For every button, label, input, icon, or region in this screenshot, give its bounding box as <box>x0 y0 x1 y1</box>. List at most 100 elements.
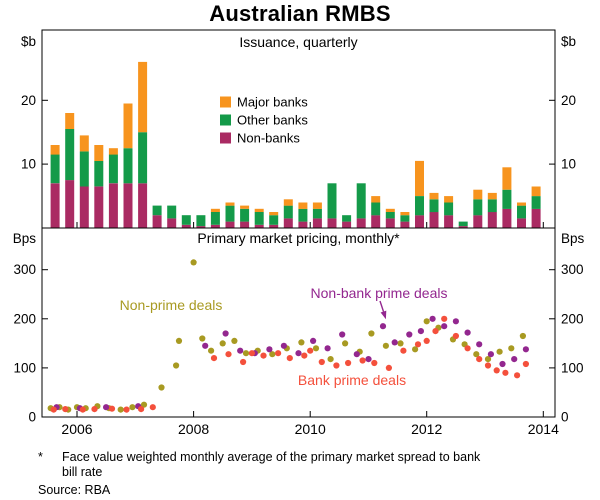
svg-text:20: 20 <box>21 93 36 108</box>
scatter-point <box>219 340 226 347</box>
scatter-point <box>260 352 267 359</box>
bar-segment <box>473 215 483 228</box>
bar-segment <box>50 183 60 228</box>
scatter-point <box>175 337 183 344</box>
scatter-point <box>519 332 527 340</box>
footnotes: * Face value weighted monthly average of… <box>38 450 583 498</box>
scatter-point <box>298 339 305 346</box>
scatter-point <box>379 323 387 330</box>
scatter-point <box>333 362 340 369</box>
scatter-point <box>487 351 494 358</box>
scatter-point <box>499 360 506 368</box>
scatter-point <box>452 318 459 325</box>
scatter-point <box>79 406 86 413</box>
bar-segment <box>531 208 541 228</box>
bar-segment <box>210 212 220 225</box>
bar-segment <box>181 215 191 225</box>
scatter-point <box>400 347 407 354</box>
scatter-point <box>242 350 250 357</box>
svg-text:300: 300 <box>561 262 584 277</box>
footnote-text: Face value weighted monthly average of t… <box>62 450 481 479</box>
scatter-point <box>365 356 372 363</box>
source-line: Source: RBA <box>38 483 111 497</box>
bar-segment <box>225 202 235 206</box>
scatter-point <box>441 323 448 330</box>
scatter-point <box>301 352 308 359</box>
svg-text:100: 100 <box>13 360 36 375</box>
scatter-point <box>266 346 273 353</box>
bar-segment <box>210 224 220 228</box>
legend-label: Non-banks <box>237 131 300 146</box>
scatter-point <box>231 337 238 344</box>
scatter-point <box>50 406 57 413</box>
scatter-point <box>452 332 459 340</box>
bar-segment <box>138 132 148 184</box>
scatter-point <box>129 404 136 411</box>
bar-segment <box>429 192 439 200</box>
bar-segment <box>65 129 75 181</box>
scatter-point <box>476 356 483 363</box>
bar-segment <box>269 215 279 225</box>
bar-segment <box>123 148 133 184</box>
scatter-point <box>345 359 352 367</box>
bar-segment <box>473 189 483 200</box>
scatter-point <box>342 340 349 347</box>
svg-text:2014: 2014 <box>528 421 559 437</box>
bar-segment <box>517 202 526 206</box>
bar-segment <box>458 226 468 228</box>
scatter-point <box>432 328 439 335</box>
bar-segment <box>371 215 381 228</box>
bar-segment <box>108 148 118 155</box>
scatter-point <box>208 347 215 354</box>
scatter-point <box>199 335 206 342</box>
svg-text:2010: 2010 <box>295 421 326 437</box>
bar-segment <box>254 208 264 212</box>
bar-segment <box>254 224 264 228</box>
bar-segment <box>108 154 118 184</box>
bar-segment <box>342 221 352 228</box>
bar-segment <box>444 202 454 216</box>
scatter-point <box>441 315 448 322</box>
bar-segment <box>327 183 337 219</box>
bar-segment <box>240 208 250 222</box>
bar-segment <box>152 215 162 228</box>
annotation-arrow <box>379 300 387 320</box>
scatter-point <box>173 362 180 369</box>
legend-swatch <box>220 114 231 126</box>
unit-bottom-right: Bps <box>561 231 585 246</box>
bottom-panel-subtitle: Primary market pricing, monthly* <box>197 230 400 246</box>
scatter-point <box>353 351 360 358</box>
scatter-point <box>397 340 404 347</box>
bar-segment <box>385 208 395 212</box>
svg-text:2008: 2008 <box>178 421 209 437</box>
series-label: Bank prime deals <box>298 372 406 388</box>
bar-segment <box>371 196 381 203</box>
svg-text:100: 100 <box>561 360 584 375</box>
bar-segment <box>254 212 264 225</box>
scatter-point <box>103 404 110 411</box>
scatter-point <box>108 405 116 412</box>
bar-segment <box>94 145 104 161</box>
bar-segment <box>444 196 454 203</box>
bar-segment <box>283 218 293 228</box>
bar-segment <box>225 221 235 228</box>
bar-segment <box>123 103 133 149</box>
bar-segment <box>517 205 526 219</box>
scatter-point <box>522 346 530 353</box>
bar-segment <box>356 183 366 219</box>
scatter-point <box>359 357 366 364</box>
scatter-point <box>310 337 317 344</box>
svg-text:200: 200 <box>13 311 36 326</box>
scatter-point <box>237 347 244 354</box>
scatter-point <box>464 345 471 352</box>
scatter-point <box>502 369 509 376</box>
scatter-point <box>138 406 145 413</box>
svg-text:20: 20 <box>561 93 576 108</box>
bar-segment <box>196 226 206 228</box>
footnote-marker: * <box>38 450 43 464</box>
bar-segment <box>429 212 439 228</box>
axes <box>41 29 556 418</box>
bar-segment <box>283 199 293 206</box>
scatter-point <box>149 404 156 411</box>
scatter-point <box>429 315 436 322</box>
